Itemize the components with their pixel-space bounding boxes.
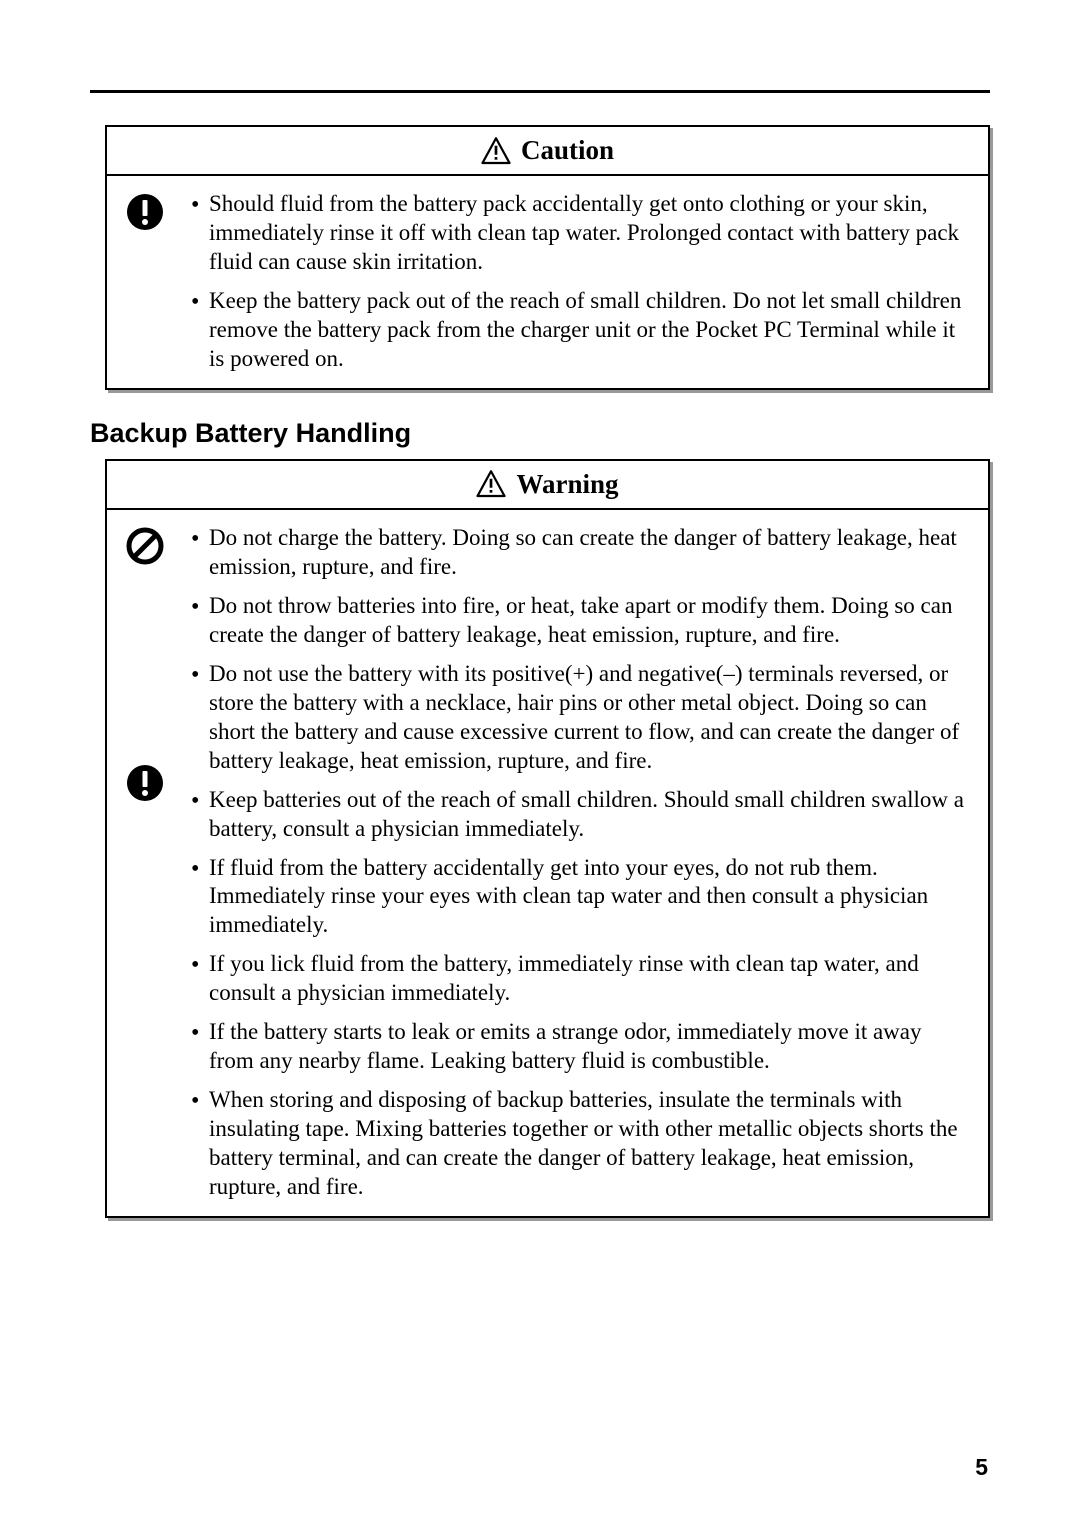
caution-body: Should fluid from the battery pack accid… — [107, 176, 988, 388]
list-item: When storing and disposing of backup bat… — [187, 1086, 968, 1202]
caution-header-text: Caution — [521, 135, 614, 166]
warning-body: Do not charge the battery. Doing so can … — [107, 510, 988, 1216]
caution-triangle-icon — [481, 136, 511, 166]
list-item: Should fluid from the battery pack accid… — [187, 190, 968, 277]
warning-header: Warning — [107, 461, 988, 510]
list-item: Do not throw batteries into fire, or hea… — [187, 592, 968, 650]
warning-icon-column — [121, 524, 169, 1202]
prohibition-icon — [125, 526, 165, 566]
top-rule — [90, 90, 990, 93]
mandatory-icon — [125, 763, 165, 803]
list-item: If the battery starts to leak or emits a… — [187, 1018, 968, 1076]
section-heading: Backup Battery Handling — [90, 418, 990, 449]
warning-text: Do not charge the battery. Doing so can … — [187, 524, 968, 1202]
warning-header-text: Warning — [516, 469, 618, 500]
list-item: If you lick fluid from the battery, imme… — [187, 950, 968, 1008]
page-number: 5 — [975, 1454, 988, 1481]
caution-header: Caution — [107, 127, 988, 176]
mandatory-icon — [125, 192, 165, 232]
list-item: Keep the battery pack out of the reach o… — [187, 287, 968, 374]
list-item: If fluid from the battery accidentally g… — [187, 854, 968, 941]
page: Caution Should fluid from the battery pa… — [0, 0, 1080, 1298]
caution-icon-column — [121, 190, 169, 374]
list-item: Keep batteries out of the reach of small… — [187, 786, 968, 844]
caution-text: Should fluid from the battery pack accid… — [187, 190, 968, 374]
warning-triangle-icon — [476, 469, 506, 499]
list-item: Do not charge the battery. Doing so can … — [187, 524, 968, 582]
warning-box: Warning — [105, 459, 990, 1218]
caution-box: Caution Should fluid from the battery pa… — [105, 125, 990, 390]
list-item: Do not use the battery with its positive… — [187, 660, 968, 776]
caution-list: Should fluid from the battery pack accid… — [187, 190, 968, 374]
warning-list: Do not charge the battery. Doing so can … — [187, 524, 968, 1202]
